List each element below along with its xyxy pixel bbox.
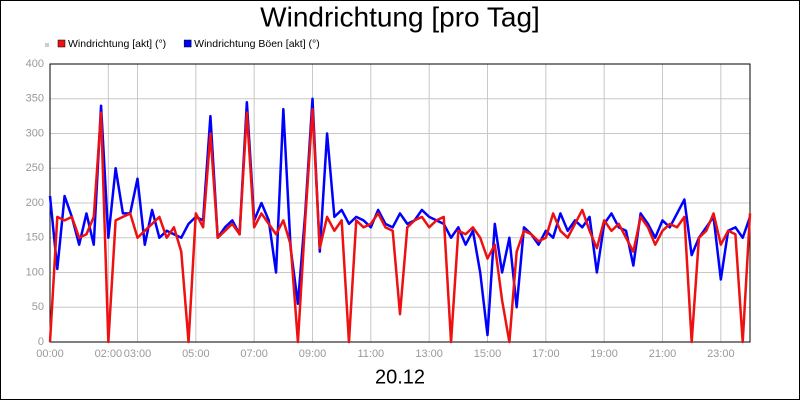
legend-swatch [183,39,192,48]
x-axis-label: 20.12 [375,366,425,388]
chart-title: Windrichtung [pro Tag] [260,1,540,32]
x-tick-label: 19:00 [590,348,618,360]
x-tick-label: 07:00 [240,348,268,360]
data-line [48,97,752,337]
y-tick-label: 350 [26,93,44,105]
y-tick-label: 0 [38,336,44,348]
y-tick-label: 150 [26,232,44,244]
legend-swatch [57,39,66,48]
y-tick-label: 200 [26,197,44,209]
x-tick-label: 15:00 [474,348,502,360]
x-tick-label: 23:00 [707,348,735,360]
x-tick-label: 05:00 [182,348,210,360]
x-tick-label: 17:00 [532,348,560,360]
x-tick-label: 02:00 [95,348,123,360]
legend-label: Windrichtung [akt] (°) [68,38,166,50]
x-tick-label: 13:00 [415,348,443,360]
y-tick-label: 300 [26,127,44,139]
x-tick-label: 11:00 [357,348,384,360]
x-tick-label: 00:00 [36,348,64,360]
legend-label: Windrichtung Böen [akt] (°) [194,38,320,50]
y-tick-label: 100 [26,266,44,278]
legend-marker [45,43,49,47]
y-tick-label: 50 [32,301,44,313]
y-tick-label: 400 [26,58,44,70]
data-line [48,107,752,344]
x-tick-label: 09:00 [299,348,327,360]
y-tick-label: 250 [26,162,44,174]
x-tick-label: 21:00 [649,348,677,360]
x-tick-label: 03:00 [124,348,152,360]
